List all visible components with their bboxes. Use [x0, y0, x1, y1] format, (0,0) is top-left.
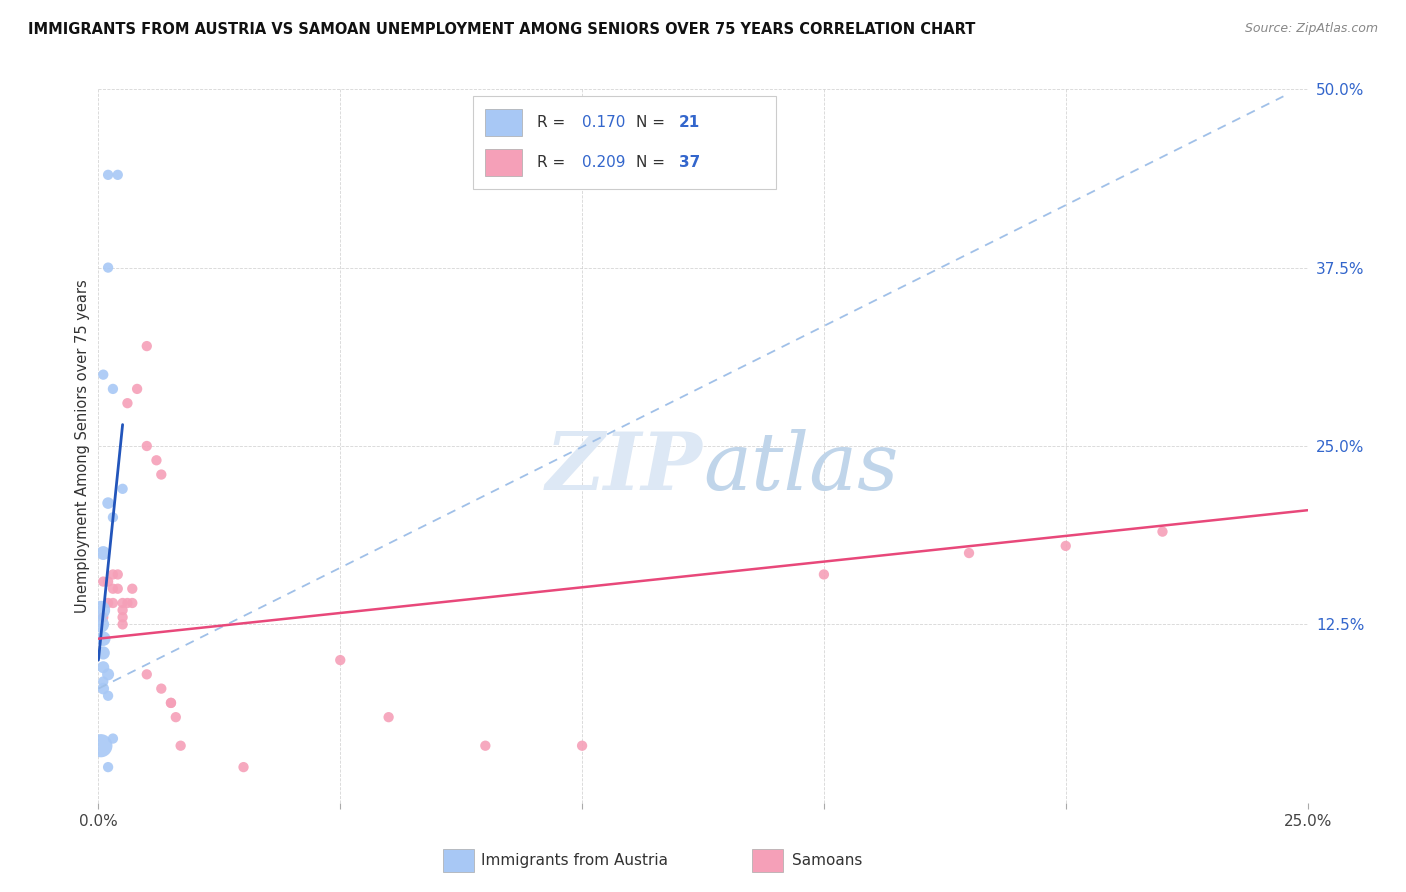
FancyBboxPatch shape: [485, 149, 522, 177]
Point: [91, 660, 114, 674]
Text: 0.170: 0.170: [582, 115, 626, 130]
Point: [107, 582, 129, 596]
Point: [111, 603, 134, 617]
Point: [121, 596, 143, 610]
Point: [97, 760, 120, 774]
Point: [111, 617, 134, 632]
Point: [101, 596, 124, 610]
Point: [160, 696, 183, 710]
Text: N =: N =: [637, 115, 671, 130]
Point: [232, 760, 254, 774]
Point: [160, 696, 183, 710]
Point: [90, 617, 112, 632]
Point: [91, 681, 114, 696]
Point: [111, 482, 134, 496]
Point: [91, 368, 114, 382]
Point: [135, 339, 157, 353]
Point: [91, 632, 114, 646]
Point: [101, 567, 124, 582]
Text: R =: R =: [537, 155, 571, 170]
Point: [91, 546, 114, 560]
Point: [127, 382, 149, 396]
Point: [101, 382, 124, 396]
Text: Samoans: Samoans: [792, 854, 862, 868]
Text: Immigrants from Austria: Immigrants from Austria: [481, 854, 668, 868]
Point: [571, 739, 593, 753]
Y-axis label: Unemployment Among Seniors over 75 years: Unemployment Among Seniors over 75 years: [75, 279, 90, 613]
Point: [97, 260, 120, 275]
Point: [165, 710, 187, 724]
Point: [107, 168, 129, 182]
Point: [91, 574, 114, 589]
Point: [97, 496, 120, 510]
Point: [150, 467, 173, 482]
Text: ZIP: ZIP: [546, 429, 703, 506]
Text: N =: N =: [637, 155, 671, 170]
Point: [117, 396, 139, 410]
Point: [145, 453, 167, 467]
Point: [97, 667, 120, 681]
Text: Source: ZipAtlas.com: Source: ZipAtlas.com: [1244, 22, 1378, 36]
Point: [813, 567, 835, 582]
Point: [474, 739, 496, 753]
FancyBboxPatch shape: [485, 109, 522, 136]
Point: [111, 596, 134, 610]
Point: [135, 439, 157, 453]
Text: 21: 21: [679, 115, 700, 130]
Text: 37: 37: [679, 155, 700, 170]
Point: [101, 510, 124, 524]
Point: [97, 168, 120, 182]
Point: [329, 653, 352, 667]
Point: [107, 567, 129, 582]
Text: 0.209: 0.209: [582, 155, 626, 170]
Text: R =: R =: [537, 115, 571, 130]
Text: IMMIGRANTS FROM AUSTRIA VS SAMOAN UNEMPLOYMENT AMONG SENIORS OVER 75 YEARS CORRE: IMMIGRANTS FROM AUSTRIA VS SAMOAN UNEMPL…: [28, 22, 976, 37]
Point: [97, 574, 120, 589]
Point: [101, 582, 124, 596]
Point: [111, 610, 134, 624]
Point: [91, 610, 114, 624]
Text: atlas: atlas: [703, 429, 898, 506]
Point: [135, 667, 157, 681]
Point: [1054, 539, 1077, 553]
FancyBboxPatch shape: [443, 849, 474, 872]
Point: [957, 546, 980, 560]
Point: [97, 689, 120, 703]
FancyBboxPatch shape: [474, 96, 776, 189]
Point: [377, 710, 399, 724]
Point: [150, 681, 173, 696]
Point: [91, 646, 114, 660]
Point: [121, 582, 143, 596]
Point: [101, 731, 124, 746]
Point: [90, 603, 112, 617]
FancyBboxPatch shape: [752, 849, 783, 872]
Point: [169, 739, 191, 753]
Point: [91, 674, 114, 689]
Point: [90, 739, 112, 753]
Point: [97, 596, 120, 610]
Point: [1152, 524, 1174, 539]
Point: [117, 596, 139, 610]
